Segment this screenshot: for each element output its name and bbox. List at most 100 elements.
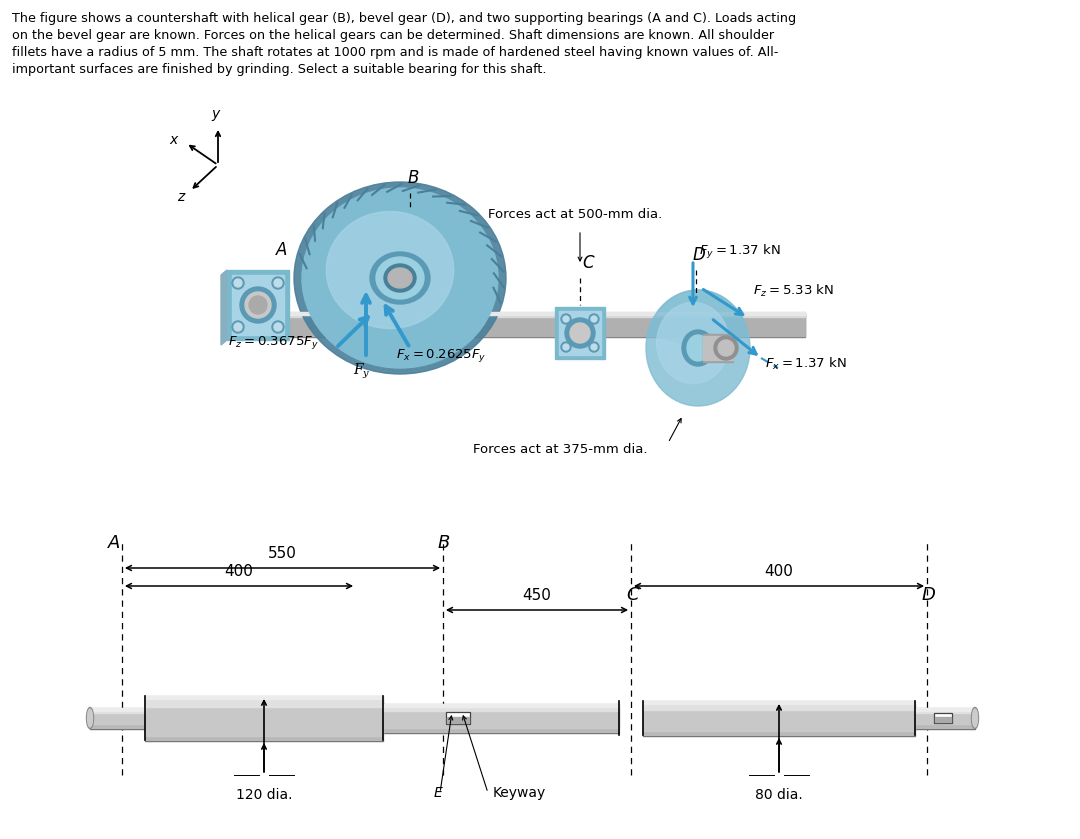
Text: Forces act at 500-mm dia.: Forces act at 500-mm dia.: [488, 208, 662, 221]
Circle shape: [249, 296, 267, 314]
Bar: [222, 313, 805, 337]
Circle shape: [240, 287, 276, 323]
Text: $F_z = 0.3675F_y$: $F_z = 0.3675F_y$: [228, 334, 319, 351]
Text: $F_x = 1.37\ \mathrm{kN}$: $F_x = 1.37\ \mathrm{kN}$: [765, 356, 847, 373]
Bar: [443, 704, 619, 732]
Bar: [145, 700, 383, 736]
Bar: [443, 704, 619, 707]
Text: D: D: [922, 586, 936, 604]
Circle shape: [272, 277, 284, 289]
Bar: [90, 710, 145, 713]
Bar: [222, 312, 805, 315]
Text: y: y: [211, 107, 219, 121]
Bar: [383, 704, 443, 732]
Circle shape: [232, 277, 244, 289]
Circle shape: [245, 292, 271, 318]
Bar: [383, 732, 443, 733]
Bar: [90, 708, 145, 728]
Bar: [915, 712, 975, 724]
Bar: [643, 701, 915, 735]
Circle shape: [570, 323, 590, 343]
Text: on the bevel gear are known. Forces on the helical gears can be determined. Shaf: on the bevel gear are known. Forces on t…: [12, 29, 774, 42]
Ellipse shape: [384, 264, 416, 292]
Polygon shape: [648, 290, 748, 348]
Text: A: A: [276, 241, 287, 259]
Ellipse shape: [294, 182, 507, 374]
Text: Keyway: Keyway: [492, 786, 546, 800]
Text: z: z: [177, 190, 184, 204]
Bar: [915, 710, 975, 713]
Circle shape: [274, 323, 282, 331]
Circle shape: [565, 318, 595, 348]
Circle shape: [561, 314, 571, 324]
Circle shape: [561, 342, 571, 352]
Circle shape: [563, 344, 569, 350]
Ellipse shape: [972, 709, 977, 727]
FancyBboxPatch shape: [232, 275, 284, 335]
Bar: [703, 334, 733, 362]
FancyBboxPatch shape: [559, 311, 600, 355]
Text: 80 dia.: 80 dia.: [755, 788, 802, 802]
Ellipse shape: [326, 211, 454, 329]
Bar: [643, 734, 915, 736]
Bar: [443, 708, 619, 728]
Text: 400: 400: [225, 564, 254, 579]
Text: D: D: [693, 246, 705, 264]
Bar: [446, 712, 470, 724]
Text: Forces act at 375-mm dia.: Forces act at 375-mm dia.: [473, 443, 648, 456]
Polygon shape: [221, 270, 227, 345]
Text: $F_x = 0.2625F_y$: $F_x = 0.2625F_y$: [396, 347, 486, 364]
Bar: [643, 701, 915, 704]
Ellipse shape: [657, 302, 729, 383]
Text: $F_y$: $F_y$: [353, 362, 370, 382]
Bar: [90, 727, 145, 729]
Text: The figure shows a countershaft with helical gear (B), bevel gear (D), and two s: The figure shows a countershaft with hel…: [12, 12, 796, 25]
Ellipse shape: [370, 252, 430, 304]
Circle shape: [589, 314, 599, 324]
Text: important surfaces are finished by grinding. Select a suitable bearing for this : important surfaces are finished by grind…: [12, 63, 546, 76]
Bar: [443, 707, 619, 711]
Text: C: C: [626, 586, 638, 604]
Bar: [643, 705, 915, 731]
Ellipse shape: [646, 290, 750, 406]
Circle shape: [591, 344, 597, 350]
Bar: [915, 708, 975, 711]
Ellipse shape: [376, 257, 424, 299]
Bar: [222, 314, 805, 336]
Text: B: B: [438, 534, 450, 552]
Bar: [90, 708, 145, 711]
Bar: [915, 708, 975, 728]
Circle shape: [714, 336, 738, 360]
Text: $F_y = 1.37\ \mathrm{kN}$: $F_y = 1.37\ \mathrm{kN}$: [699, 243, 781, 261]
Bar: [383, 708, 443, 728]
Bar: [90, 712, 145, 724]
Text: 550: 550: [268, 546, 297, 561]
Bar: [447, 717, 469, 723]
Bar: [145, 696, 383, 699]
Circle shape: [232, 321, 244, 333]
Circle shape: [272, 321, 284, 333]
Ellipse shape: [681, 330, 714, 366]
Ellipse shape: [302, 188, 498, 368]
Circle shape: [591, 316, 597, 322]
Bar: [643, 705, 915, 710]
FancyBboxPatch shape: [555, 307, 605, 359]
Text: fillets have a radius of 5 mm. The shaft rotates at 1000 rpm and is made of hard: fillets have a radius of 5 mm. The shaft…: [12, 46, 779, 59]
Text: C: C: [582, 254, 594, 272]
Ellipse shape: [388, 268, 411, 288]
Bar: [703, 336, 733, 360]
Bar: [222, 312, 805, 317]
Circle shape: [234, 279, 242, 287]
Bar: [383, 707, 443, 711]
Bar: [934, 713, 951, 723]
Text: A: A: [108, 534, 120, 552]
Text: E: E: [434, 786, 443, 800]
Bar: [935, 717, 951, 722]
Text: 400: 400: [765, 564, 794, 579]
Bar: [145, 700, 383, 707]
FancyBboxPatch shape: [227, 270, 289, 340]
Circle shape: [718, 340, 734, 356]
Circle shape: [234, 323, 242, 331]
Bar: [145, 696, 383, 740]
Text: 120 dia.: 120 dia.: [235, 788, 293, 802]
